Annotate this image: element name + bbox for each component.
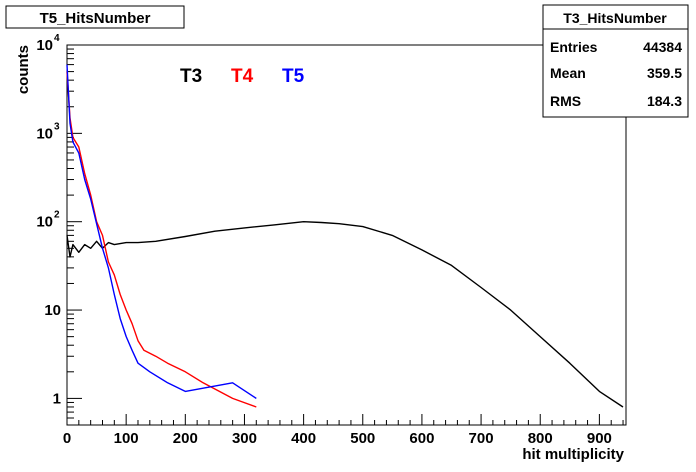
x-tick-label: 400 bbox=[291, 430, 316, 447]
legend-entry-t5: T5 bbox=[282, 66, 305, 87]
stats-entries-label: Entries bbox=[550, 39, 598, 55]
x-tick-label: 200 bbox=[173, 430, 198, 447]
series-line-t4 bbox=[66, 71, 257, 408]
legend-entry-t3: T3 bbox=[180, 66, 202, 87]
x-tick-label: 600 bbox=[409, 430, 434, 447]
stats-entries-value: 44384 bbox=[643, 39, 682, 55]
y-tick-exponent: 3 bbox=[54, 121, 60, 132]
stats-box-title: T3_HitsNumber bbox=[563, 10, 667, 26]
legend-entry-t4: T4 bbox=[231, 66, 254, 87]
y-tick-exponent: 4 bbox=[54, 33, 60, 44]
y-tick-label: 1 bbox=[53, 390, 61, 407]
series-line-t3 bbox=[66, 220, 624, 408]
title-box bbox=[5, 5, 185, 29]
y-tick-exponent: 2 bbox=[54, 210, 60, 221]
stats-mean-value: 359.5 bbox=[647, 65, 682, 81]
y-tick-label: 10 bbox=[36, 37, 53, 54]
chart-title: T5_HitsNumber bbox=[40, 10, 151, 27]
y-tick-label: 10 bbox=[36, 214, 53, 231]
series-layer bbox=[66, 64, 624, 408]
x-tick-label: 300 bbox=[232, 430, 257, 447]
y-tick-label: 10 bbox=[36, 125, 53, 142]
y-tick-label: 10 bbox=[44, 302, 61, 319]
x-tick-label: 800 bbox=[528, 430, 553, 447]
y-axis-label: counts bbox=[15, 45, 32, 94]
x-tick-label: 900 bbox=[587, 430, 612, 447]
x-axis-label: hit multiplicity bbox=[522, 446, 624, 463]
x-tick-label: 700 bbox=[469, 430, 494, 447]
x-tick-label: 500 bbox=[350, 430, 375, 447]
stats-rms-value: 184.3 bbox=[647, 93, 682, 109]
x-tick-label: 0 bbox=[63, 430, 71, 447]
x-tick-label: 100 bbox=[114, 430, 139, 447]
stats-box bbox=[542, 4, 689, 118]
plot-frame bbox=[66, 44, 627, 426]
series-line-t5 bbox=[66, 64, 257, 399]
stats-mean-label: Mean bbox=[550, 65, 586, 81]
stats-rms-label: RMS bbox=[550, 93, 581, 109]
